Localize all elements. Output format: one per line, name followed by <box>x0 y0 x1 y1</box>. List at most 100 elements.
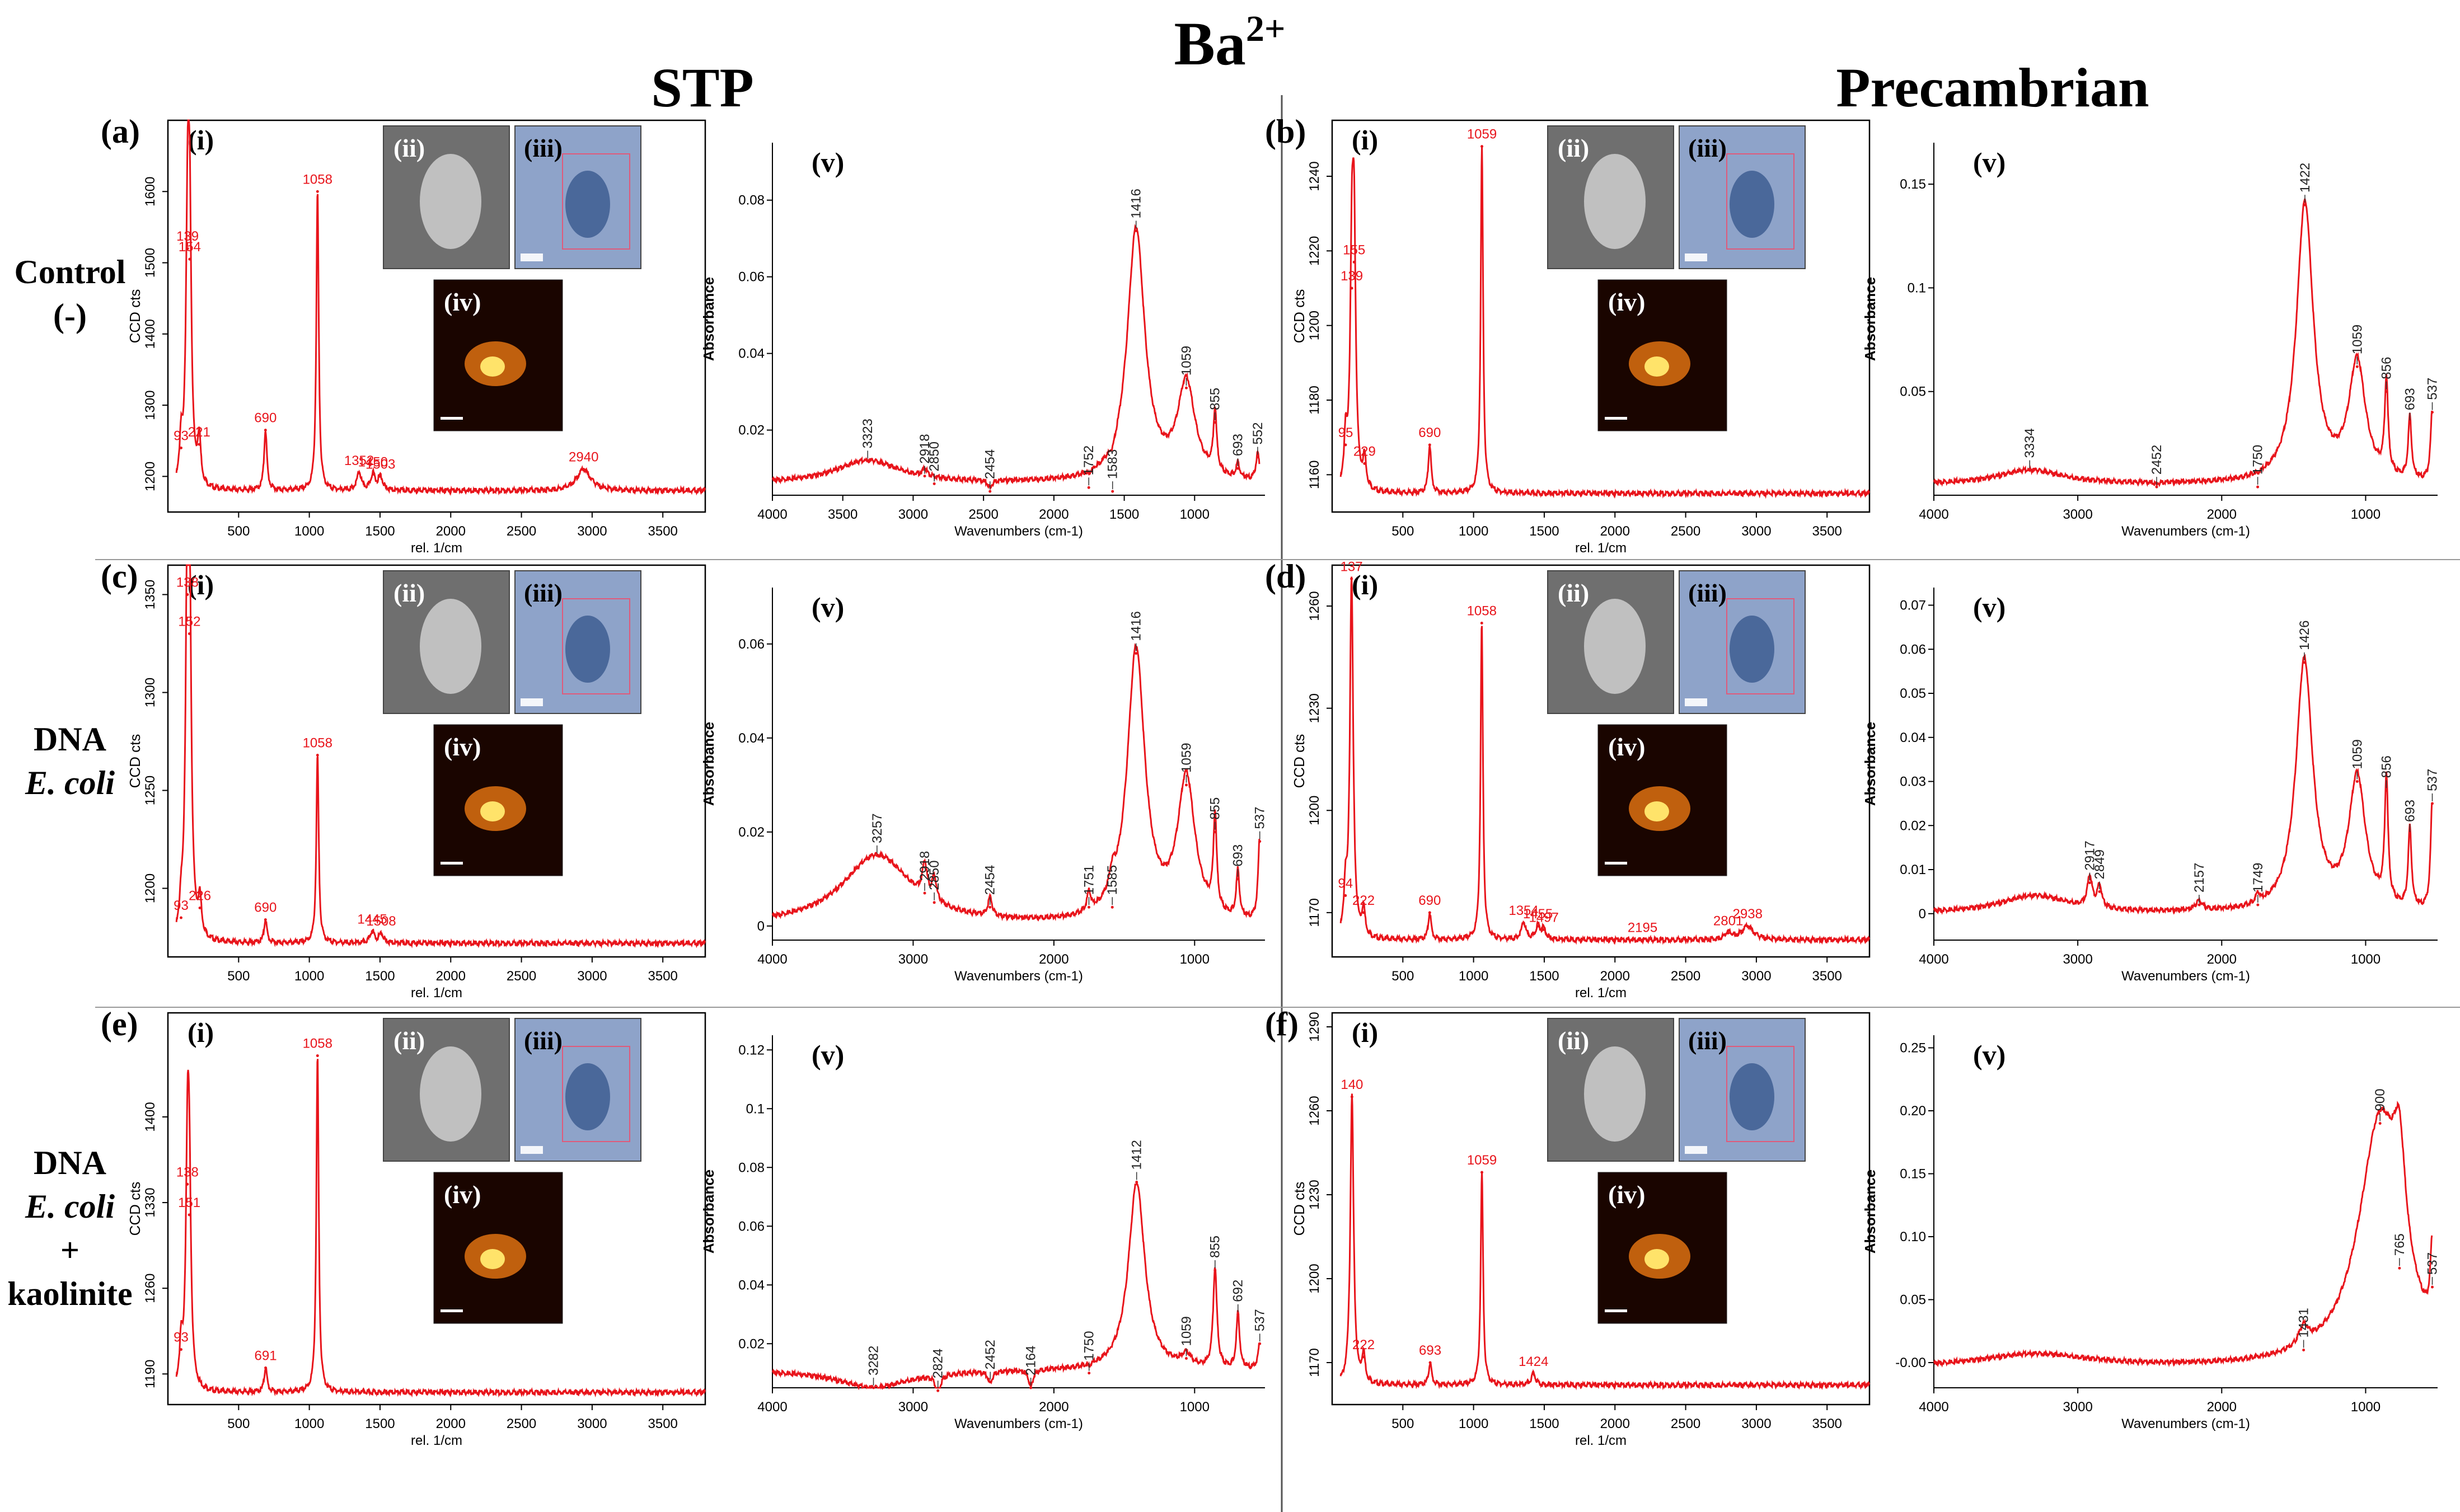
subplot-label: (i) <box>1352 1017 1378 1048</box>
x-tick-label: 4000 <box>757 952 787 967</box>
peak-label: 154 <box>179 240 201 255</box>
peak-label: 1445 <box>357 912 387 927</box>
peak-point <box>1135 1181 1138 1184</box>
y-tick-label: 1300 <box>143 390 158 420</box>
scale-bar <box>1685 253 1707 261</box>
peak-point <box>923 475 926 478</box>
scale-bar <box>1685 1146 1707 1154</box>
peak-label: 1424 <box>1519 1354 1548 1369</box>
peak-label: 3282 <box>866 1346 882 1375</box>
y-tick-label: 1500 <box>143 248 158 278</box>
peak-point <box>1480 145 1484 148</box>
subplot-label: (i) <box>1352 569 1378 600</box>
peak-point <box>264 429 267 432</box>
x-tick-label: 3000 <box>898 507 928 522</box>
scale-bar <box>441 862 463 865</box>
peak-point <box>988 490 992 493</box>
x-tick-label: 2500 <box>1671 969 1700 984</box>
x-tick-label: 2000 <box>2207 952 2237 967</box>
inset-label-iii: (iii) <box>524 1026 563 1055</box>
peak-point <box>2028 469 2031 472</box>
subplot-label: (v) <box>1973 591 2006 623</box>
peak-label: 2454 <box>983 865 998 895</box>
y-tick-label: 0.05 <box>1900 384 1926 400</box>
x-axis-label: Wavenumbers (cm-1) <box>2121 1416 2250 1431</box>
peak-point <box>1029 1386 1033 1389</box>
panel-letter: (a) <box>101 113 140 150</box>
scale-bar <box>441 417 463 420</box>
peak-point <box>1111 490 1114 493</box>
peak-point <box>1087 905 1090 909</box>
row-label-line: E. coli <box>25 764 115 801</box>
x-tick-label: 1000 <box>1459 1416 1488 1431</box>
x-tick-label: 3500 <box>648 969 678 984</box>
y-tick-label: 0.08 <box>738 1160 765 1175</box>
peak-point <box>2408 421 2411 424</box>
subplot-label: (v) <box>812 1039 844 1070</box>
column-title-stp: STP <box>651 57 753 119</box>
fluorescence-core <box>1644 801 1669 821</box>
x-tick-label: 2000 <box>1600 524 1630 539</box>
peak-point <box>1344 894 1347 897</box>
y-tick-label: 1190 <box>143 1360 158 1389</box>
x-tick-label: 2500 <box>1671 1416 1700 1431</box>
spectrum-line <box>175 1059 706 1398</box>
y-tick-label: 0.15 <box>1900 177 1926 192</box>
inset-label-iv: (iv) <box>444 732 481 761</box>
peak-point <box>358 471 361 475</box>
y-tick-label: 1290 <box>1307 1012 1322 1041</box>
peak-point <box>875 854 879 857</box>
peak-label: 94 <box>1338 876 1353 891</box>
y-tick-label: 0.05 <box>1900 686 1926 701</box>
peak-label: 1059 <box>1179 743 1194 772</box>
peak-label: 139 <box>1341 269 1363 284</box>
inset-label-iii: (iii) <box>1688 134 1727 162</box>
x-tick-label: 2000 <box>1039 1400 1069 1415</box>
peak-label: 2849 <box>2092 849 2107 879</box>
peak-point <box>316 190 319 193</box>
peak-label: 2918 <box>917 851 933 881</box>
peak-point <box>1088 1372 1091 1375</box>
spectrum-line <box>1933 1100 2433 1368</box>
x-tick-label: 3500 <box>1812 969 1842 984</box>
x-tick-label: 3500 <box>828 507 858 522</box>
peak-label: 1752 <box>1081 445 1097 475</box>
x-tick-label: 2000 <box>2207 1400 2237 1415</box>
plot-frame <box>1331 119 1871 513</box>
peak-label: 2801 <box>1713 913 1743 928</box>
row-label-line: Control <box>15 253 126 290</box>
subplot-label: (v) <box>812 147 844 178</box>
peak-label: 140 <box>1341 1077 1363 1092</box>
peak-point <box>188 257 191 261</box>
peak-label: 693 <box>1419 1343 1441 1358</box>
x-tick-label: 2500 <box>507 524 536 539</box>
peak-label: 93 <box>174 428 189 443</box>
peak-label: 693 <box>1230 434 1245 456</box>
x-tick-label: 2000 <box>436 1416 466 1431</box>
y-tick-label: 1170 <box>1307 1348 1322 1377</box>
peak-point <box>2398 1266 2401 1270</box>
peak-point <box>1258 1342 1262 1345</box>
x-tick-label: 3000 <box>2063 952 2092 967</box>
title-base: Ba <box>1174 10 1246 78</box>
x-tick-label: 3000 <box>577 1416 607 1431</box>
peak-point <box>371 473 374 476</box>
peak-label: 855 <box>1208 388 1223 410</box>
x-tick-label: 1000 <box>1180 952 1210 967</box>
peak-label: 690 <box>1418 893 1441 908</box>
peak-label: 95 <box>1338 425 1353 440</box>
peak-label: 855 <box>1208 797 1223 820</box>
x-tick-label: 4000 <box>1919 1400 1948 1415</box>
panel-letter: (c) <box>101 558 138 595</box>
peak-point <box>1480 1171 1484 1174</box>
y-tick-label: 1200 <box>143 874 158 903</box>
fluorescence-core <box>480 801 505 821</box>
sem-crystal-shape <box>420 599 481 694</box>
peak-label: 138 <box>176 575 199 590</box>
inset-label-ii: (ii) <box>1558 1026 1589 1055</box>
plot-frame <box>1331 564 1871 958</box>
x-tick-label: 1500 <box>365 969 395 984</box>
inset-group: (ii) (iii) (iv) <box>1547 125 1806 431</box>
chart-a-raman: 500 1000 1500 2000 2500 3000 3500 1200 1300 1400 1… <box>126 119 706 556</box>
